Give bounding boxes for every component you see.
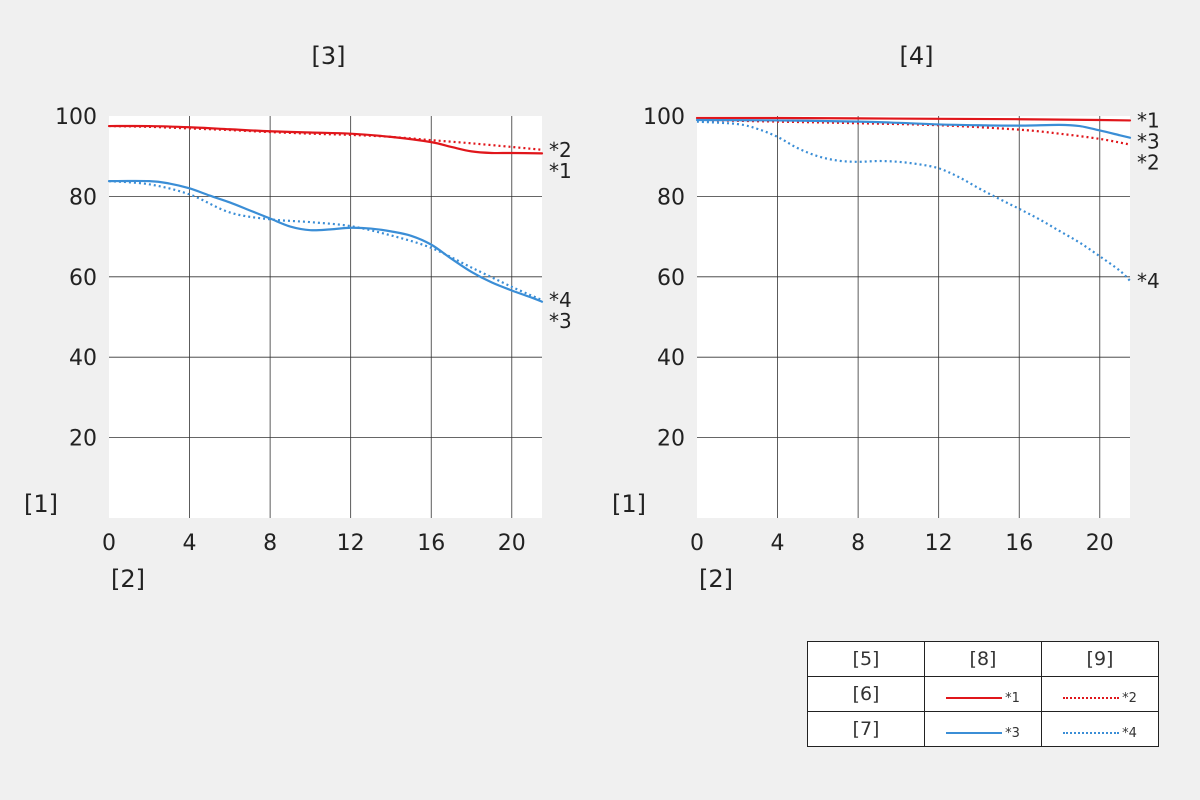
legend-header-1: [5] — [807, 641, 925, 677]
y-tick-label: 100 — [55, 105, 97, 130]
x-axis-label: [2] — [699, 565, 733, 593]
series-end-label: *2 — [1137, 150, 1160, 174]
legend-series-label: *1 — [1005, 690, 1020, 706]
legend-header-3: [9] — [1041, 641, 1159, 677]
series-line-star4 — [108, 180, 543, 302]
legend-header-row: [5] [8] [9] — [807, 641, 1159, 677]
legend-series-label: *2 — [1122, 690, 1137, 706]
legend-solid-sample: *1 — [924, 676, 1042, 712]
legend-line-swatch — [946, 697, 1003, 700]
x-tick-label: 20 — [1086, 531, 1114, 556]
x-tick-label: 4 — [771, 531, 785, 556]
legend-dotted-sample: *2 — [1041, 676, 1159, 712]
series-end-label: *4 — [1137, 269, 1160, 293]
legend-header-2: [8] — [924, 641, 1042, 677]
series-end-label: *4 — [549, 288, 572, 312]
x-tick-label: 20 — [498, 531, 526, 556]
legend-line-swatch — [1063, 697, 1120, 700]
series-end-label: *3 — [1137, 129, 1160, 153]
y-tick-label: 60 — [69, 266, 97, 291]
y-tick-label: 40 — [69, 346, 97, 371]
legend-row-label: [6] — [807, 676, 925, 712]
x-tick-label: 8 — [263, 531, 277, 556]
y-tick-label: 80 — [657, 185, 685, 210]
legend-row-label: [7] — [807, 711, 925, 747]
series-end-label: *1 — [549, 159, 572, 183]
x-tick-label: 12 — [337, 531, 365, 556]
legend-series-label: *4 — [1122, 725, 1137, 741]
chart-title: [4] — [900, 42, 934, 70]
y-tick-label: 60 — [657, 266, 685, 291]
plot-area — [109, 116, 542, 518]
series-end-label: *2 — [549, 138, 572, 162]
x-tick-label: 16 — [1005, 531, 1033, 556]
legend-line-swatch — [1063, 732, 1120, 735]
y-tick-label: 20 — [69, 427, 97, 452]
legend-dotted-sample: *4 — [1041, 711, 1159, 747]
series-end-label: *1 — [1137, 108, 1160, 132]
y-axis-label: [1] — [612, 490, 646, 518]
legend-solid-sample: *3 — [924, 711, 1042, 747]
y-tick-label: 20 — [657, 427, 685, 452]
legend-series-label: *3 — [1005, 725, 1020, 741]
legend-row-red: [6] *1 *2 — [807, 676, 1159, 712]
x-axis-label: [2] — [111, 565, 145, 593]
x-tick-label: 8 — [851, 531, 865, 556]
x-tick-label: 12 — [925, 531, 953, 556]
y-tick-label: 80 — [69, 185, 97, 210]
y-tick-label: 40 — [657, 346, 685, 371]
series-line-star3 — [695, 118, 1132, 139]
x-tick-label: 16 — [417, 531, 445, 556]
series-end-label: *3 — [549, 309, 572, 333]
legend-table: [5] [8] [9] [6] *1 *2 [7] *3 *4 — [807, 641, 1159, 747]
x-tick-label: 0 — [102, 531, 116, 556]
legend-line-swatch — [946, 732, 1003, 735]
series-line-star2 — [108, 124, 543, 151]
series-line-star2 — [696, 118, 1131, 146]
series-line-star3 — [107, 179, 544, 303]
x-tick-label: 4 — [183, 531, 197, 556]
chart-title: [3] — [312, 42, 346, 70]
legend-row-blue: [7] *3 *4 — [807, 711, 1159, 747]
y-tick-label: 100 — [643, 105, 685, 130]
y-axis-label: [1] — [24, 490, 58, 518]
plot-area — [697, 116, 1130, 518]
series-line-star1 — [695, 116, 1132, 122]
x-tick-label: 0 — [690, 531, 704, 556]
